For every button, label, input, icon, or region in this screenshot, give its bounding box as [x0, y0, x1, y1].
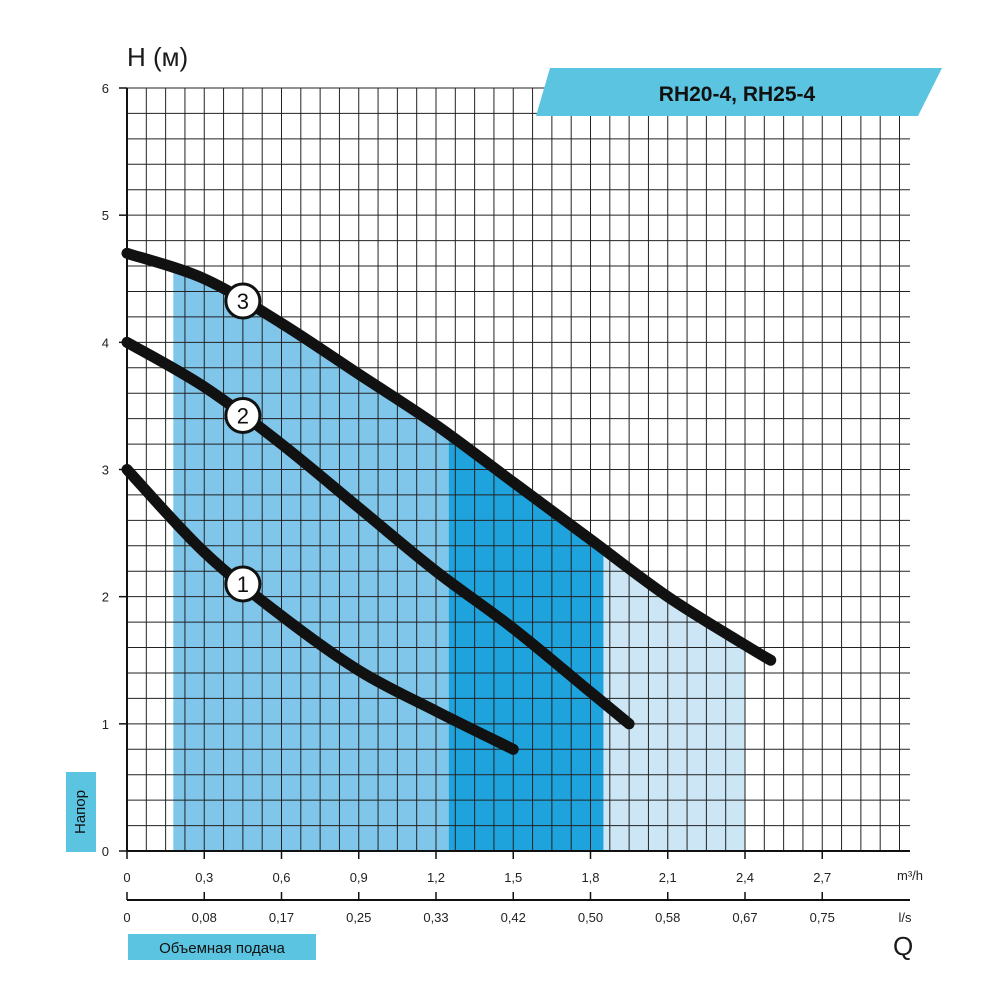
curve-marker-label-1: 1 [237, 572, 249, 597]
curve-marker-2 [224, 396, 262, 434]
x-tick-label: 0,9 [350, 870, 368, 885]
x2-tick-label: 0,67 [732, 910, 757, 925]
x2-tick-label: 0,08 [192, 910, 217, 925]
x-tick-label: 0,6 [272, 870, 290, 885]
y-side-label-bg [66, 772, 96, 852]
x-tick-label: 2,7 [813, 870, 831, 885]
x-tick-label: 1,2 [427, 870, 445, 885]
x2-tick-label: 0,50 [578, 910, 603, 925]
title-banner-shape [536, 68, 942, 116]
x2-tick-label: 0 [123, 910, 130, 925]
x-tick-label: 1,8 [581, 870, 599, 885]
y-tick-label: 5 [102, 208, 109, 223]
x-axis-label-bg [128, 934, 316, 960]
curve-marker-1 [224, 565, 262, 603]
curve-marker-label-2: 2 [237, 403, 249, 428]
y-tick-label: 6 [102, 81, 109, 96]
x-tick-label: 1,5 [504, 870, 522, 885]
title-banner: RH20-4, RH25-4 [536, 68, 942, 116]
y-axis-title: H (м) [127, 42, 188, 72]
tick-labels: 0 1 2 3 4 5 6 0 0,3 0,6 0,9 1,2 1,5 1,8 2,1 2,4 2,7 0 0,08… [102, 81, 835, 925]
y-side-label: Напор [72, 790, 89, 834]
grid [127, 87, 910, 851]
y-tick-label: 2 [102, 590, 109, 605]
y-tick-label: 3 [102, 463, 109, 478]
x-axis-symbol: Q [893, 931, 913, 961]
y-tick-label: 0 [102, 844, 109, 859]
x-tick-label: 2,1 [659, 870, 677, 885]
x2-tick-label: 0,58 [655, 910, 680, 925]
chart-title: RH20-4, RH25-4 [659, 83, 816, 106]
x2-axis-unit: l/s [899, 910, 913, 925]
x-axis-title: Объемная подача [159, 940, 285, 957]
y-tick-label: 1 [102, 717, 109, 732]
x-axis-unit: m³/h [897, 868, 923, 883]
x2-tick-label: 0,33 [423, 910, 448, 925]
y-tick-label: 4 [102, 335, 109, 350]
x2-tick-label: 0,42 [501, 910, 526, 925]
curve-markers: 1 2 3 [224, 282, 262, 603]
curve-1 [121, 464, 519, 755]
curve-2 [121, 336, 635, 730]
x2-tick-label: 0,17 [269, 910, 294, 925]
x2-tick-label: 0,75 [810, 910, 835, 925]
x-tick-label: 2,4 [736, 870, 754, 885]
x-tick-label: 0,3 [195, 870, 213, 885]
y-side-label-box: Напор [66, 772, 96, 852]
x-axis-label-box: Объемная подача [128, 934, 316, 960]
x2-tick-label: 0,25 [346, 910, 371, 925]
curve-marker-label-3: 3 [237, 289, 249, 314]
x-tick-label: 0 [123, 870, 130, 885]
curve-marker-3 [224, 282, 262, 320]
